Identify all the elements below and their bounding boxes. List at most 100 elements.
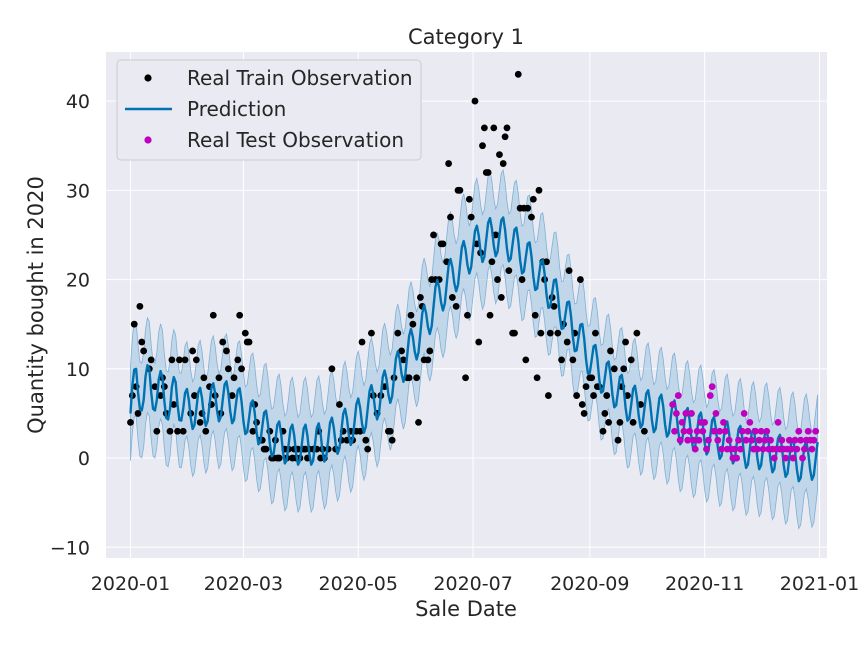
test-point xyxy=(812,427,820,435)
test-point xyxy=(699,427,707,435)
test-point xyxy=(763,427,771,435)
y-tick-label: 20 xyxy=(66,270,90,292)
train-point xyxy=(580,410,588,417)
train-point xyxy=(578,401,586,408)
train-point xyxy=(543,258,550,266)
test-point xyxy=(753,445,761,453)
test-point xyxy=(680,427,688,435)
prediction-series-line xyxy=(129,216,819,483)
test-point xyxy=(676,436,684,444)
train-point xyxy=(633,329,641,337)
test-point xyxy=(799,454,806,462)
y-axis-ticks: −10 0 10 20 30 40 xyxy=(50,91,90,559)
train-point xyxy=(497,294,505,301)
train-point xyxy=(181,356,189,364)
train-point xyxy=(275,454,283,462)
y-axis-label: Quantity bought in 2020 xyxy=(24,176,48,434)
train-point xyxy=(447,213,454,221)
legend: Real Train Observation Prediction Real T… xyxy=(116,59,422,161)
x-axis-ticks: 2020-01 2020-03 2020-05 2020-07 2020-09 2020-… xyxy=(91,573,859,595)
train-point xyxy=(490,124,498,132)
train-point xyxy=(590,392,597,399)
test-point xyxy=(716,427,724,435)
train-point xyxy=(215,374,223,382)
train-point xyxy=(488,258,496,266)
y-tick-label: −10 xyxy=(50,537,90,559)
train-point xyxy=(394,329,402,337)
train-point xyxy=(138,338,146,346)
train-point xyxy=(416,294,424,301)
test-point xyxy=(718,445,725,453)
test-point xyxy=(748,436,756,444)
train-point xyxy=(405,374,413,382)
test-point xyxy=(778,436,786,444)
train-point xyxy=(546,329,554,337)
train-point xyxy=(518,276,526,283)
chart-title: Category 1 xyxy=(408,25,524,49)
test-point xyxy=(720,418,727,426)
x-tick-label: 2020-07 xyxy=(433,573,512,595)
train-point xyxy=(558,356,565,364)
train-point xyxy=(614,436,622,444)
y-tick-label: 0 xyxy=(78,448,90,470)
test-point xyxy=(706,392,714,399)
train-point xyxy=(368,329,375,337)
test-point xyxy=(688,410,695,417)
train-point xyxy=(328,365,336,373)
test-point xyxy=(710,427,718,435)
test-point xyxy=(695,436,703,444)
test-point xyxy=(686,427,693,435)
test-point xyxy=(735,436,742,444)
train-point xyxy=(426,347,434,355)
train-point xyxy=(157,392,164,399)
train-point xyxy=(467,213,475,221)
train-point xyxy=(471,97,479,105)
train-point xyxy=(479,142,486,150)
train-point xyxy=(230,374,238,382)
test-points xyxy=(669,383,820,462)
train-point xyxy=(475,338,483,346)
test-point xyxy=(785,436,793,444)
test-point xyxy=(810,436,818,444)
train-point xyxy=(503,124,511,132)
test-point xyxy=(759,445,767,453)
test-point xyxy=(797,436,805,444)
train-point xyxy=(168,356,176,364)
train-point xyxy=(228,392,236,399)
train-point xyxy=(465,195,473,203)
train-point xyxy=(573,392,581,399)
train-point xyxy=(486,311,494,319)
train-point xyxy=(505,267,513,275)
test-point xyxy=(755,436,763,444)
train-point xyxy=(533,374,541,382)
test-point xyxy=(684,436,692,444)
train-point xyxy=(409,320,417,328)
legend-frame xyxy=(116,59,422,161)
prediction-line xyxy=(129,216,819,483)
test-point xyxy=(737,445,744,453)
test-point xyxy=(689,436,697,444)
test-point xyxy=(795,427,803,435)
y-tick-label: 10 xyxy=(66,359,90,381)
train-point xyxy=(629,418,637,426)
train-point xyxy=(362,436,370,444)
x-tick-label: 2020-09 xyxy=(550,573,629,595)
test-point xyxy=(774,418,782,426)
x-tick-label: 2021-01 xyxy=(780,573,859,595)
test-point xyxy=(714,436,722,444)
test-point xyxy=(770,454,778,462)
train-point xyxy=(179,427,187,435)
train-point xyxy=(336,401,343,408)
train-point xyxy=(544,392,552,399)
train-point xyxy=(603,392,611,399)
train-point xyxy=(588,374,596,382)
train-point xyxy=(398,347,405,355)
x-axis-label: Sale Date xyxy=(415,597,517,621)
train-point xyxy=(569,356,577,364)
test-point xyxy=(682,410,690,417)
train-point xyxy=(522,356,530,364)
train-point xyxy=(130,320,138,328)
train-point xyxy=(550,302,558,310)
train-point xyxy=(192,356,200,364)
